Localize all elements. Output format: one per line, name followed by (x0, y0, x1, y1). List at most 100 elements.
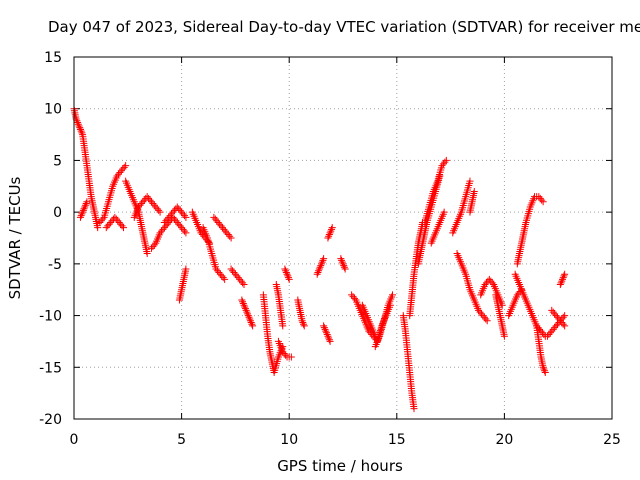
data-point (483, 317, 491, 325)
data-point (540, 365, 548, 373)
data-point (561, 322, 569, 330)
data-point (116, 168, 124, 176)
x-tick-label: 15 (388, 432, 406, 448)
data-point (299, 318, 307, 326)
data-point (337, 255, 345, 263)
data-point (348, 291, 356, 299)
data-point (75, 122, 83, 130)
series-arc-14 (227, 265, 248, 289)
data-point (176, 222, 184, 230)
data-point (285, 275, 293, 283)
x-tick-label: 25 (603, 432, 621, 448)
series-arc-24 (337, 255, 349, 273)
data-point (227, 265, 235, 273)
data-point (321, 325, 329, 333)
data-point (216, 220, 224, 228)
series-arc-20 (294, 296, 308, 330)
data-point (236, 275, 244, 283)
data-point (241, 305, 249, 313)
data-point (440, 208, 448, 216)
data-point (120, 163, 128, 171)
y-tick-label: 5 (53, 153, 62, 169)
data-point (113, 172, 121, 180)
data-point (78, 210, 86, 218)
data-point (552, 312, 560, 320)
data-point (315, 265, 323, 273)
data-point (239, 279, 247, 287)
data-point (552, 322, 560, 330)
data-point (102, 224, 110, 232)
series-arc-21 (313, 255, 328, 278)
plot-frame (73, 56, 613, 420)
series-arc-2 (76, 125, 102, 232)
data-point (539, 363, 547, 371)
data-point (328, 225, 336, 233)
data-point (239, 300, 247, 308)
data-point (211, 215, 219, 223)
data-point (284, 274, 292, 282)
data-point (438, 162, 446, 170)
data-point (322, 327, 330, 335)
data-point (549, 325, 557, 333)
data-point (243, 308, 251, 316)
data-point (179, 210, 187, 218)
series-arc-16 (259, 291, 287, 376)
data-point (340, 262, 348, 270)
data-point (561, 312, 569, 320)
data-point (556, 317, 564, 325)
y-tick-label: 10 (44, 102, 62, 118)
data-point (158, 227, 166, 235)
data-point (145, 194, 153, 202)
series-arc-28 (399, 312, 418, 413)
data-point (551, 310, 559, 318)
data-point (488, 279, 496, 287)
data-point (105, 220, 113, 228)
data-point (365, 327, 373, 335)
series-arc-9 (160, 203, 190, 226)
data-point (162, 217, 170, 225)
series-arc-32 (427, 208, 448, 247)
data-point (74, 119, 82, 127)
data-point (470, 187, 478, 195)
data-point (246, 317, 254, 325)
data-point (165, 213, 173, 221)
data-point (316, 263, 324, 271)
data-point (152, 203, 160, 211)
data-point (227, 234, 235, 242)
data-point (324, 234, 332, 242)
data-point (553, 313, 561, 321)
series-arc-19 (281, 265, 293, 283)
data-point (300, 320, 308, 328)
data-point (180, 227, 188, 235)
y-axis-label: SDTVAR / TECUs (6, 176, 24, 299)
data-point (237, 277, 245, 285)
data-point (169, 208, 177, 216)
data-point (76, 125, 84, 133)
data-point (153, 205, 161, 213)
data-point (210, 213, 218, 221)
data-point (221, 227, 229, 235)
data-point (173, 218, 181, 226)
data-point (546, 329, 554, 337)
data-point (557, 279, 565, 287)
data-point (112, 215, 120, 223)
data-point (442, 156, 450, 164)
y-tick-label: -15 (39, 360, 62, 376)
data-point (561, 270, 569, 278)
data-point (117, 220, 125, 228)
data-point (556, 281, 564, 289)
data-point (560, 272, 568, 280)
data-point (76, 124, 84, 132)
data-point (122, 162, 130, 170)
data-point (298, 317, 306, 325)
data-point (219, 274, 227, 282)
data-point (78, 129, 86, 137)
data-point (115, 218, 123, 226)
data-point (94, 224, 102, 232)
data-point (80, 205, 88, 213)
data-point (146, 196, 154, 204)
data-point (246, 315, 254, 323)
data-point (487, 277, 495, 285)
x-axis-label: GPS time / hours (277, 457, 403, 475)
data-point (282, 267, 290, 275)
